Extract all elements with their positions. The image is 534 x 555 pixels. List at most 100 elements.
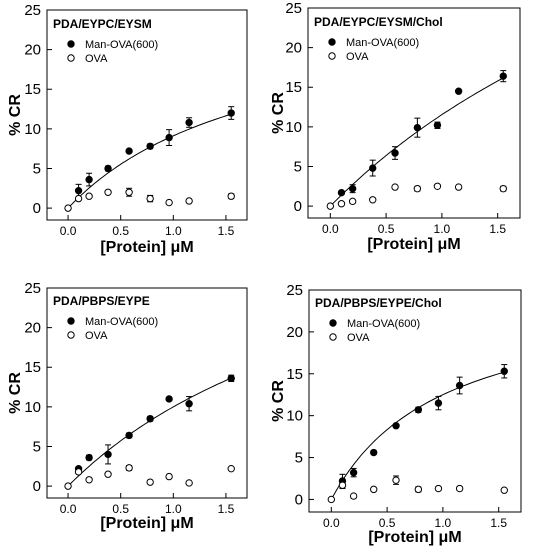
data-point-ova — [391, 183, 399, 191]
y-axis-label: % CR — [7, 94, 24, 136]
data-point-man-ova — [227, 374, 235, 383]
y-tick-label: 25 — [286, 282, 303, 299]
data-point-ova — [349, 492, 358, 500]
plot-frame — [46, 287, 248, 499]
chart-title: PDA/PBPS/EYPE/Chol — [315, 296, 442, 310]
y-tick-label: 10 — [24, 399, 41, 416]
data-point-ova — [125, 188, 133, 196]
legend-label: OVA — [85, 53, 108, 65]
data-point-man-ova — [125, 147, 133, 155]
y-tick-label: 20 — [286, 324, 303, 341]
legend-label: Man-OVA(600) — [85, 316, 158, 328]
y-tick-label: 15 — [24, 359, 41, 376]
y-tick-label: 15 — [286, 366, 303, 383]
data-point-ova — [165, 198, 173, 207]
data-point-ova — [227, 192, 235, 200]
data-point-man-ova — [370, 448, 378, 457]
x-axis-label: [Protein] μM — [367, 236, 460, 253]
y-tick-label: 0 — [295, 491, 303, 508]
data-point-ova — [74, 468, 83, 476]
legend-label: Man-OVA(600) — [85, 39, 158, 51]
x-tick-label: 0.5 — [379, 516, 396, 530]
y-tick-label: 15 — [285, 79, 302, 96]
data-point-man-ova — [125, 431, 133, 440]
data-point-man-ova — [454, 87, 463, 95]
data-point-ova — [433, 182, 442, 191]
y-tick-label: 5 — [294, 158, 302, 175]
data-point-ova — [338, 481, 347, 489]
data-point-man-ova — [348, 184, 357, 193]
data-point-ova — [500, 486, 508, 494]
data-point-ova — [185, 479, 193, 487]
data-point-man-ova — [165, 133, 173, 142]
legend-label: OVA — [85, 330, 108, 342]
data-point-man-ova — [392, 422, 400, 430]
data-point-man-ova — [369, 164, 377, 172]
y-tick-label: 5 — [295, 450, 303, 467]
data-point-ova — [414, 485, 423, 494]
data-point-man-ova — [146, 415, 154, 423]
chart-title: PDA/PBPS/EYPE — [53, 294, 150, 308]
x-tick-label: 1.0 — [165, 224, 182, 238]
data-point-man-ova — [104, 164, 112, 173]
y-tick-label: 25 — [24, 280, 41, 297]
y-tick-label: 10 — [24, 121, 41, 138]
data-point-ova — [348, 197, 357, 206]
legend-marker — [67, 331, 75, 339]
legend-marker — [67, 317, 75, 325]
data-point-ova — [74, 194, 83, 203]
chart-panel-1: 0 5 10 15 20 25 0.0 0.5 1.0 1.5 % CR [Protein] μM PD… — [7, 2, 248, 256]
x-tick-label: 1.5 — [489, 222, 506, 236]
data-point-man-ova — [337, 188, 346, 197]
data-point-ova — [125, 464, 133, 472]
x-tick-label: 0.0 — [60, 502, 77, 516]
legend-label: OVA — [346, 51, 369, 63]
chart-panel-2: 0 5 10 15 20 25 0.0 0.5 1.0 1.5 % CR [Protein] μM PD… — [270, 0, 521, 253]
data-point-ova — [104, 188, 112, 196]
y-tick-label: 5 — [33, 438, 41, 455]
plot-frame — [308, 289, 522, 513]
x-axis-label: [Protein] μM — [100, 515, 193, 532]
y-tick-label: 25 — [24, 2, 41, 19]
data-point-man-ova — [499, 72, 507, 80]
fit-curve — [330, 371, 505, 500]
fit-curve — [67, 377, 232, 487]
y-tick-label: 0 — [33, 478, 41, 495]
data-point-ova — [227, 464, 235, 473]
legend-marker — [67, 40, 75, 48]
data-point-man-ova — [391, 149, 399, 157]
data-point-ova — [434, 484, 443, 493]
x-tick-label: 0.5 — [112, 502, 129, 516]
data-point-ova — [392, 476, 400, 484]
data-point-ova — [413, 184, 422, 193]
chart-panel-3: 0 5 10 15 20 25 0.0 0.5 1.0 1.5 % CR [Protein] μM PD… — [7, 280, 248, 532]
legend-marker — [329, 333, 337, 341]
data-point-man-ova — [165, 395, 173, 403]
legend-marker — [328, 52, 336, 60]
y-tick-label: 20 — [24, 42, 41, 59]
data-point-man-ova — [500, 367, 508, 375]
data-point-ova — [104, 470, 112, 478]
chart-title: PDA/EYPC/EYSM/Chol — [314, 15, 443, 29]
data-point-ova — [326, 202, 335, 210]
legend-label: Man-OVA(600) — [347, 318, 420, 330]
x-tick-label: 1.0 — [165, 502, 182, 516]
x-tick-label: 0.0 — [323, 516, 340, 530]
data-point-ova — [64, 482, 72, 490]
legend-label: Man-OVA(600) — [346, 37, 419, 49]
data-point-man-ova — [227, 109, 235, 117]
x-axis-label: [Protein] μM — [100, 239, 193, 256]
data-point-man-ova — [85, 453, 93, 462]
chart-title: PDA/EYPC/EYSM — [53, 17, 152, 31]
data-point-ova — [146, 194, 154, 203]
y-axis-label: % CR — [7, 372, 24, 414]
data-point-man-ova — [146, 142, 154, 151]
y-tick-label: 0 — [33, 200, 41, 217]
data-point-ova — [85, 476, 93, 484]
data-point-man-ova — [455, 381, 464, 390]
x-tick-label: 0.0 — [60, 224, 77, 238]
y-tick-label: 20 — [24, 320, 41, 337]
data-point-man-ova — [414, 406, 423, 414]
legend-marker — [328, 38, 336, 46]
